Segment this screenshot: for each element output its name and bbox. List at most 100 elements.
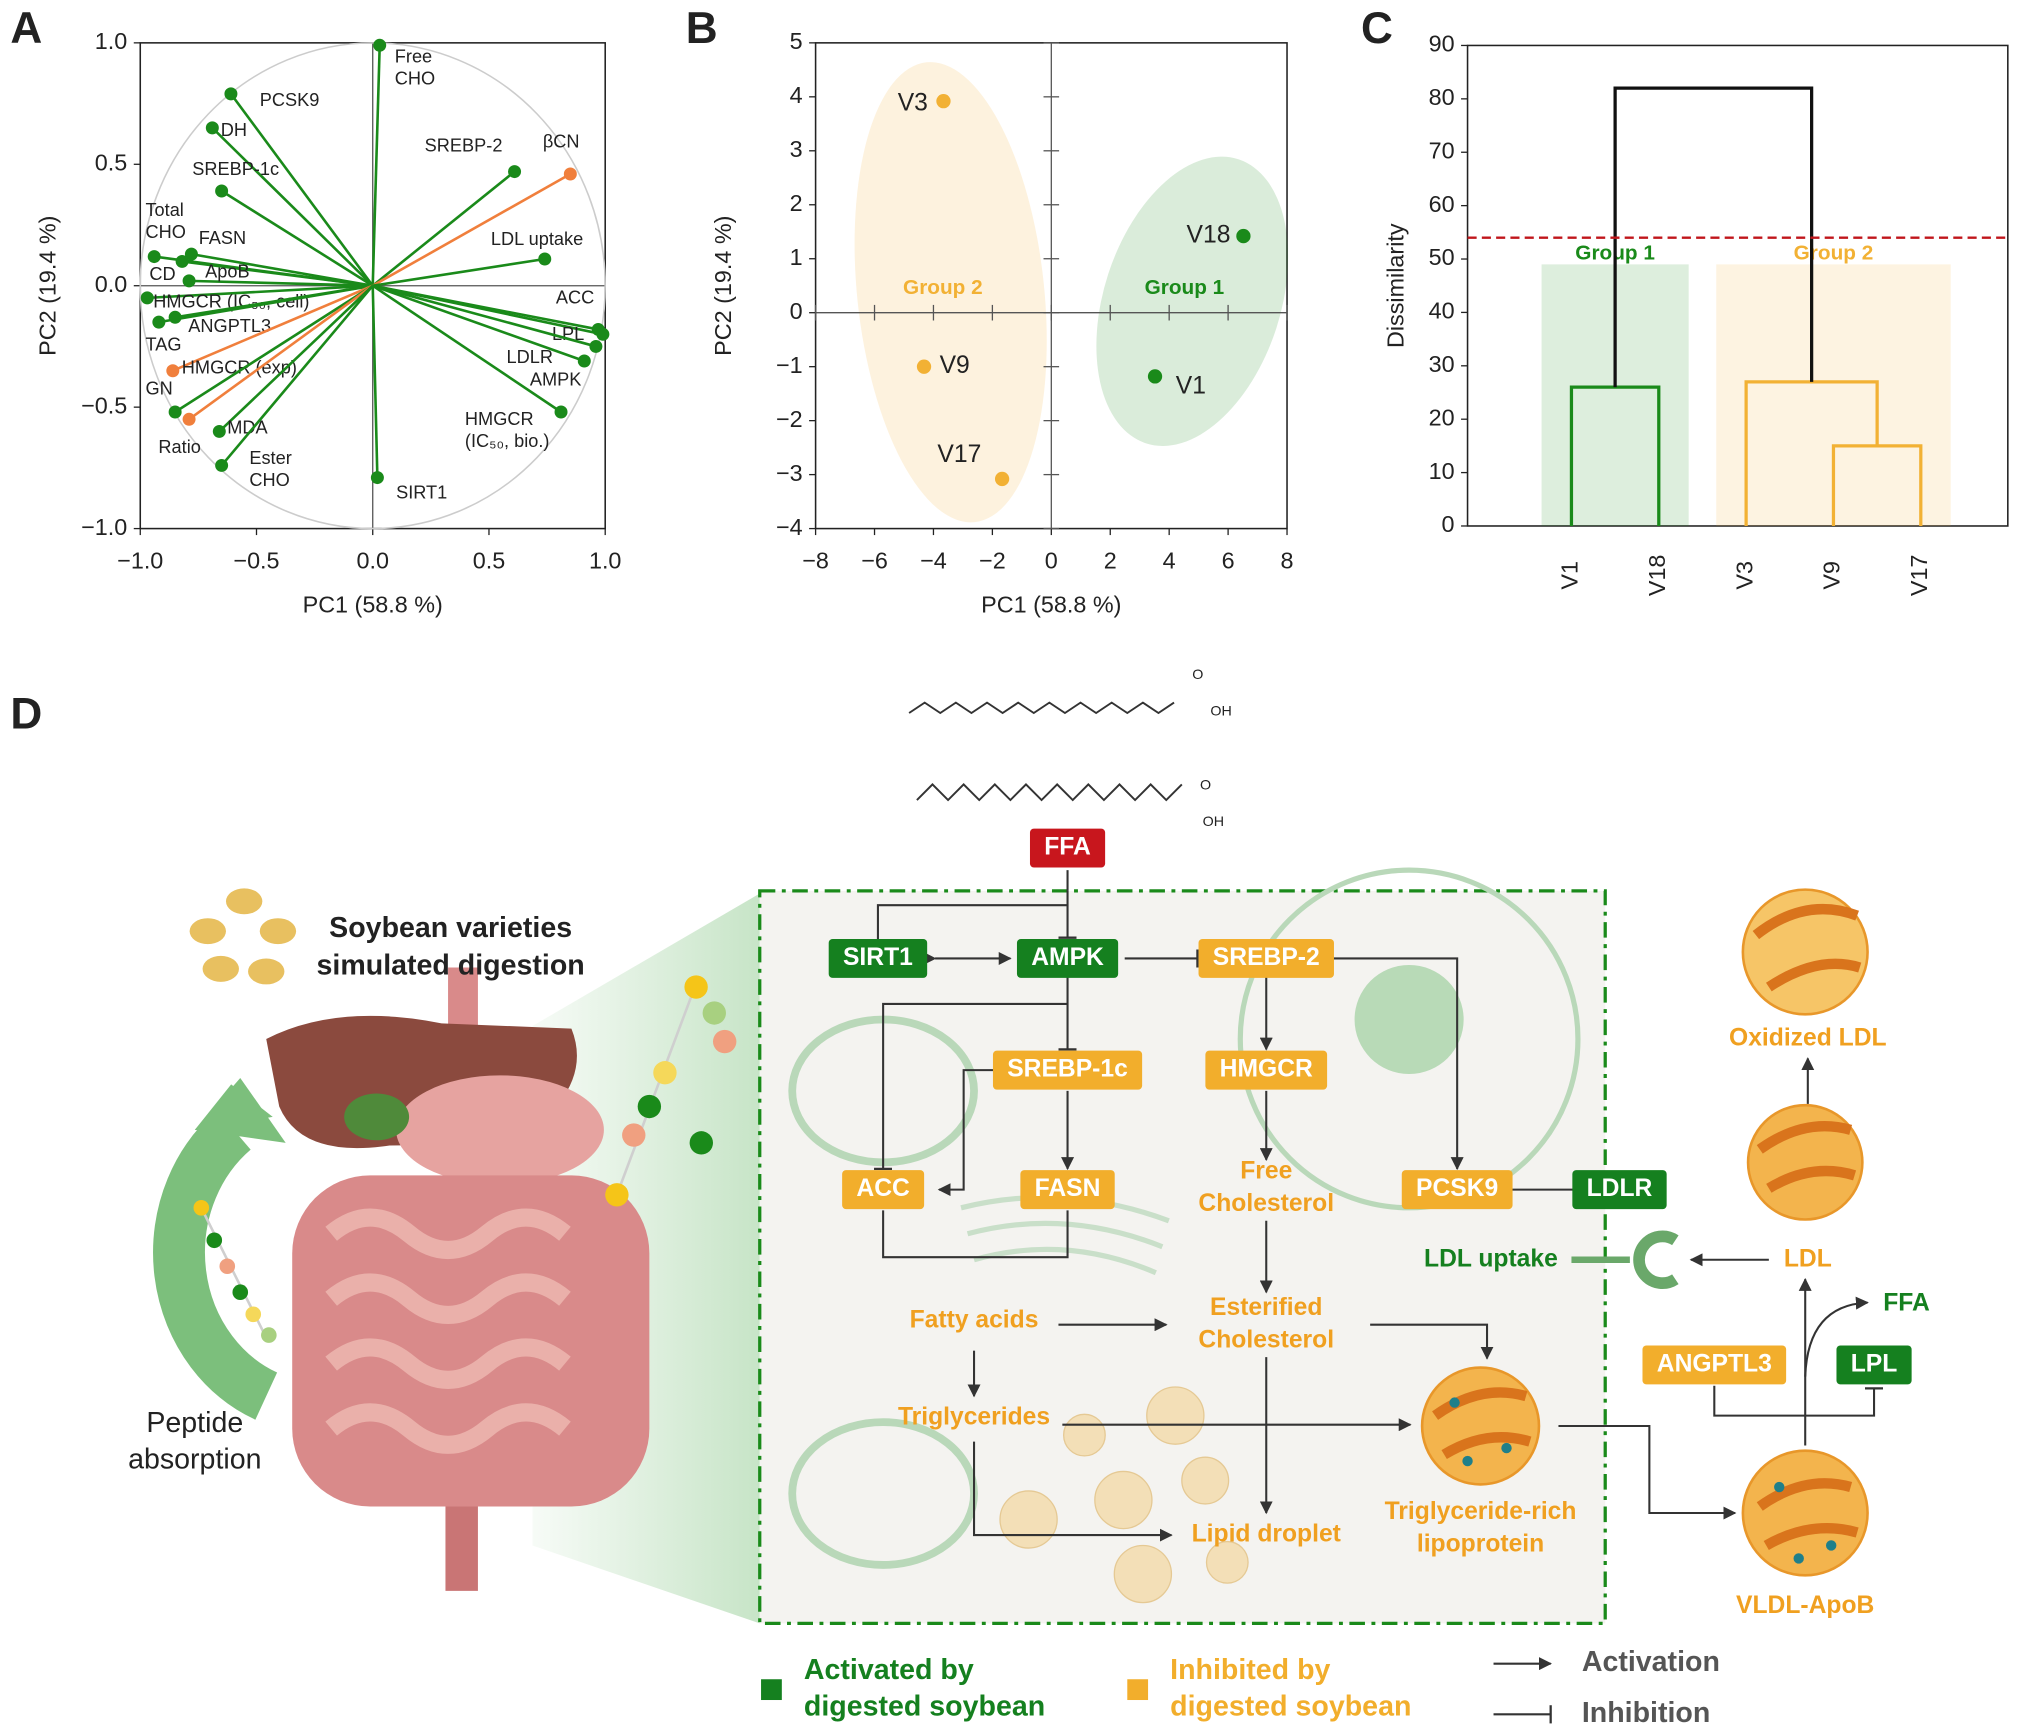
loading-point	[224, 87, 238, 101]
loading-point	[563, 167, 577, 181]
structure-label: OH	[1203, 814, 1224, 830]
absorption-text: absorption	[128, 1444, 261, 1476]
pathway-edge	[882, 1210, 1069, 1259]
pathway-node-label: Triglyceride-rich	[1385, 1498, 1577, 1525]
point	[1236, 228, 1251, 244]
vector-label: Ester	[249, 448, 291, 468]
x-tick-label: −0.5	[233, 548, 279, 574]
point-label: V18	[1187, 222, 1231, 249]
y-tick-label: 50	[1429, 244, 1455, 270]
pathway-node-label: Triglycerides	[898, 1404, 1050, 1431]
point-label: V1	[1176, 372, 1206, 399]
vector-label: GN	[145, 378, 172, 398]
loading-point	[212, 424, 226, 438]
pathway-node-box	[1020, 1170, 1115, 1210]
y-tick-label: 1	[790, 244, 803, 270]
pathway-node-box	[1198, 938, 1334, 978]
y-axis-title: PC2 (19.4 %)	[710, 216, 736, 356]
x-tick-label: −4	[920, 548, 947, 574]
loading-vector	[188, 284, 374, 421]
loading-point	[140, 291, 154, 305]
pathway-node-box	[1642, 1345, 1787, 1385]
y-tick-label: −1	[776, 352, 803, 378]
vector-label: AMPK	[530, 369, 581, 389]
pathway-edge	[1370, 1323, 1494, 1360]
pathway-node-label: SREBP-2	[1213, 944, 1320, 971]
loading-point	[596, 327, 610, 341]
loading-point	[168, 405, 182, 419]
pathway-node-label: Free	[1240, 1158, 1292, 1185]
pathway-node-box	[1029, 828, 1106, 868]
y-tick-label: 3	[790, 136, 803, 162]
legend-label: Inhibited by	[1170, 1654, 1330, 1686]
pathway-node-label: LDL	[1784, 1245, 1832, 1272]
x-tick-label: 2	[1104, 548, 1117, 574]
x-tick-label: 8	[1281, 548, 1294, 574]
y-tick-label: 0.0	[95, 271, 127, 297]
y-tick-label: 2	[790, 190, 803, 216]
legend-label: Activated by	[804, 1654, 974, 1686]
loading-point	[147, 250, 161, 264]
loading-vector	[372, 284, 562, 414]
illustration	[153, 867, 1869, 1626]
y-tick-label: 40	[1429, 298, 1455, 324]
pathway-edge	[1804, 1296, 1869, 1377]
intro-text: Soybean varieties	[329, 912, 572, 944]
x-tick-label: 4	[1163, 548, 1176, 574]
legend-label: digested soybean	[804, 1690, 1045, 1722]
x-tick-label: 0.0	[356, 548, 388, 574]
vector-label: ANGPTL3	[188, 316, 271, 336]
pathway-node-label: PCSK9	[1416, 1175, 1498, 1202]
loading-vector	[181, 260, 373, 288]
pathway-node-box	[1401, 1170, 1513, 1210]
plot-frame	[1466, 44, 2009, 527]
x-tick-label: −1.0	[117, 548, 163, 574]
vector-label: DH	[221, 120, 247, 140]
legend-swatch	[761, 1679, 782, 1701]
loading-vector	[211, 126, 374, 287]
vector-label: ApoB	[205, 262, 249, 282]
pathway-node-label: ANGPTL3	[1657, 1350, 1772, 1377]
loading-point	[589, 339, 603, 353]
y-tick-label: 30	[1429, 351, 1455, 377]
legend-label: Inhibition	[1582, 1697, 1711, 1726]
unit-circle	[139, 42, 606, 530]
loading-point	[182, 412, 196, 426]
leaf-label: V9	[1819, 561, 1845, 590]
y-tick-label: 4	[790, 82, 803, 108]
x-tick-label: 0.5	[473, 548, 505, 574]
loading-point	[577, 354, 591, 368]
vector-label: HMGCR	[465, 409, 534, 429]
pathway-node-label: ACC	[856, 1175, 910, 1202]
loading-vector	[158, 284, 373, 324]
group-ellipse	[1096, 156, 1289, 446]
vector-label: ACC	[556, 288, 594, 308]
loading-point	[373, 38, 387, 52]
vector-label: SIRT1	[396, 482, 447, 502]
y-axis-title: Dissimilarity	[1383, 223, 1409, 348]
loading-vector	[371, 45, 382, 286]
loading-vector	[220, 284, 374, 467]
group-label: Group 1	[1145, 276, 1225, 299]
point	[936, 94, 951, 109]
x-tick-label: 6	[1222, 548, 1235, 574]
panel-label: D	[10, 690, 42, 739]
loading-vector	[191, 252, 373, 287]
loading-vector	[172, 284, 374, 372]
y-axis-title: PC2 (19.4 %)	[35, 216, 61, 356]
structure-label: O	[1200, 777, 1211, 793]
loading-point	[215, 184, 229, 198]
pathway-node-label: LPL	[1851, 1350, 1898, 1377]
vector-label: Total	[145, 200, 183, 220]
y-tick-label: 20	[1429, 404, 1455, 430]
vector-label: (IC₅₀, bio.)	[465, 431, 550, 451]
pathway-node-label: Cholesterol	[1198, 1190, 1334, 1217]
point	[916, 359, 932, 374]
pathway-node-box	[992, 1050, 1143, 1090]
vector-label: LDL uptake	[491, 229, 583, 249]
pathway-node-box	[842, 1170, 925, 1210]
panel-label: B	[686, 4, 718, 53]
vector-label: SREBP-1c	[192, 159, 279, 179]
pathway-node-label: Esterified	[1210, 1294, 1322, 1321]
